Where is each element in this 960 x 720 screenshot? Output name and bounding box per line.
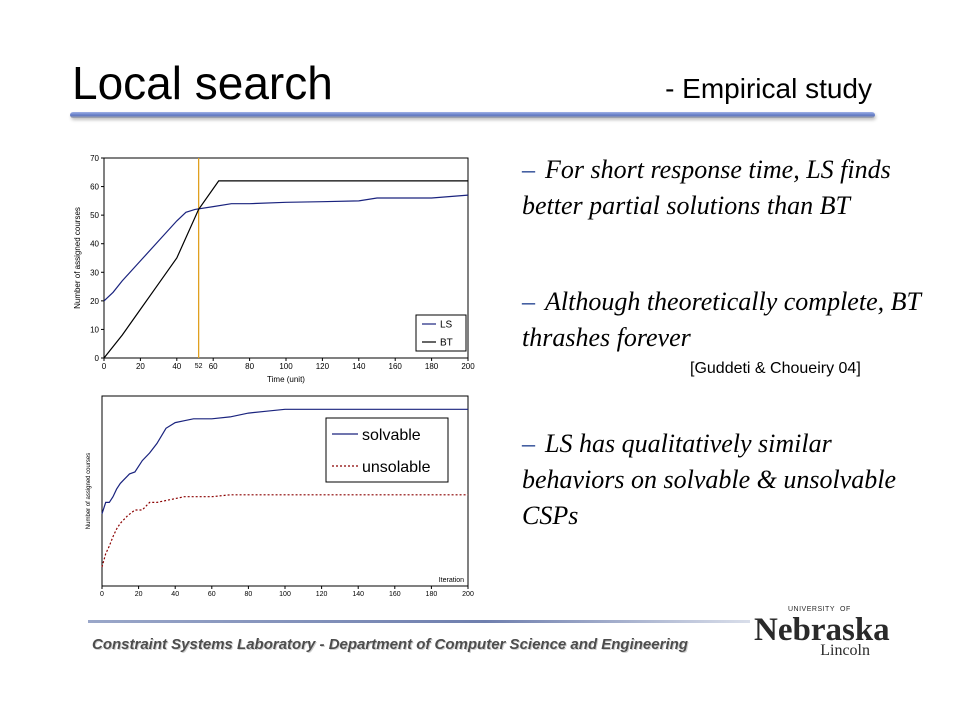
bullet-item: – Although theoretically complete, BT thr… [522, 284, 922, 356]
y-axis-label: Number of assigned courses [86, 453, 92, 529]
x-tick-label: 120 [316, 591, 328, 598]
x-tick-label: 0 [102, 362, 107, 371]
series-line-BT [103, 180, 468, 359]
y-tick-label: 0 [95, 354, 100, 363]
citation: [Guddeti & Choueiry 04] [690, 360, 861, 377]
x-tick-label: 180 [425, 362, 439, 371]
x-tick-label: 140 [352, 362, 366, 371]
footer-divider [88, 620, 750, 623]
logo-of-text: OF [840, 606, 851, 613]
title-underline [70, 112, 875, 118]
y-tick-label: 10 [90, 325, 99, 334]
series-line-LS [103, 194, 469, 302]
x-tick-label: 200 [462, 591, 474, 598]
x-tick-label: 0 [100, 591, 104, 598]
slide-title: Local search [72, 57, 333, 109]
y-tick-label: 40 [90, 240, 99, 249]
y-tick-label: 20 [90, 297, 99, 306]
ls-bt-chart: 0 20 40 60 80 100 120 140 160 180 200 0 10 20 30 40 50 60… [73, 154, 475, 384]
y-tick-label: 30 [90, 268, 99, 277]
logo-main-text: Nebraska [754, 612, 890, 648]
x-axis-label: Iteration [439, 577, 464, 584]
x-tick-label: 120 [316, 362, 330, 371]
x-axis-label: Time (unit) [267, 375, 305, 384]
university-logo: UNIVERSITY OF Nebraska Lincoln [752, 606, 890, 660]
bullet-dash: – [522, 155, 535, 184]
x-tick-label: 180 [426, 591, 438, 598]
x-tick-label: 200 [461, 362, 475, 371]
x-tick-label: 80 [245, 362, 254, 371]
x-tick-label: 20 [136, 362, 145, 371]
legend-label-LS: LS [440, 320, 453, 331]
x-tick-label: 40 [172, 362, 181, 371]
y-axis-label: Number of assigned courses [73, 207, 82, 309]
legend-label-BT: BT [440, 338, 453, 349]
bullet-dash: – [522, 429, 535, 458]
legend-label-solvable: solvable [362, 427, 421, 444]
x-tick-label: 60 [209, 362, 218, 371]
bullet-item: – For short response time, LS finds bette… [522, 152, 922, 224]
y-tick-label: 60 [90, 183, 99, 192]
x-tick-label: 140 [352, 591, 364, 598]
legend-box [325, 417, 449, 483]
x-tick-label: 80 [245, 591, 253, 598]
x-tick-label: 160 [389, 591, 401, 598]
plot-area [103, 157, 469, 359]
y-tick-label: 70 [90, 154, 99, 163]
logo-university-text: UNIVERSITY [788, 606, 836, 613]
x-tick-label: 40 [171, 591, 179, 598]
x-tick-label: 20 [135, 591, 143, 598]
x-tick-label: 160 [389, 362, 403, 371]
legend-box [415, 314, 467, 352]
bullet-text: LS has qualitatively similar behaviors o… [522, 429, 897, 530]
footer-text: Constraint Systems Laboratory - Departme… [92, 636, 688, 653]
slide-subtitle: - Empirical study [665, 73, 872, 104]
bullet-item: – LS has qualitatively similar behaviors … [522, 426, 922, 534]
bullet-dash: – [522, 287, 535, 316]
bullet-text: Although theoretically complete, BT thra… [522, 287, 921, 352]
bullet-text: For short response time, LS finds better… [522, 155, 891, 220]
x-tick-label: 100 [279, 362, 293, 371]
y-tick-label: 50 [90, 211, 99, 220]
x-tick-label: 60 [208, 591, 216, 598]
series-line-solvable [101, 408, 468, 514]
annotation-label: 52 [195, 363, 203, 370]
solvable-unsolvable-chart: 0 20 40 60 80 100 120 140 160 180 200 Iteration Numb… [86, 395, 474, 598]
logo-lincoln-text: Lincoln [820, 642, 870, 659]
legend-label-unsolable: unsolable [362, 459, 431, 476]
x-tick-label: 100 [279, 591, 291, 598]
